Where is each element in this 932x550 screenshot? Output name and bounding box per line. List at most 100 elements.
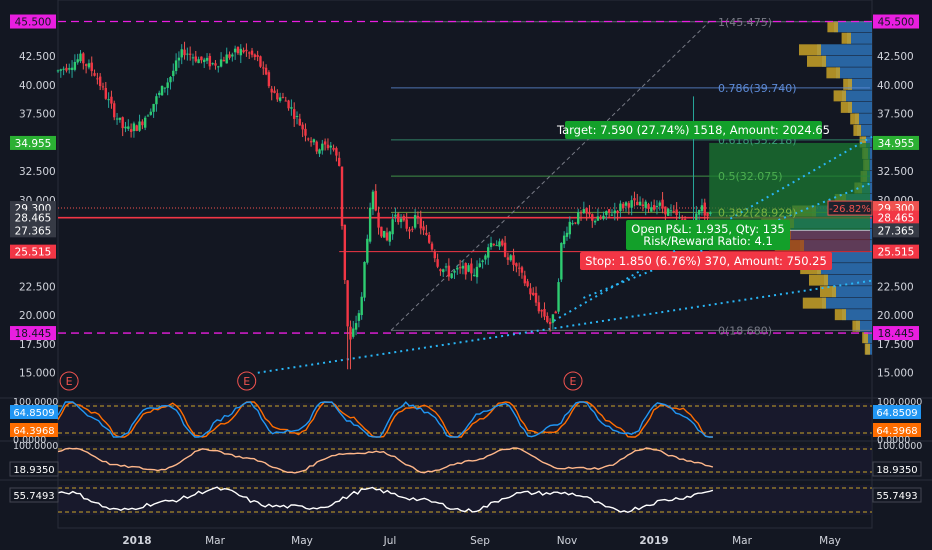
candle-body-186 [579, 212, 583, 214]
candle-body-232 [709, 212, 712, 214]
candle-body-101 [340, 166, 344, 227]
candle-body-81 [284, 100, 287, 102]
indicator-tag-label-3-0: 55.7493 [13, 491, 54, 502]
candle-body-196 [607, 209, 611, 213]
candle-body-145 [464, 263, 467, 275]
volume-profile-bar-26 [856, 320, 872, 332]
osc2-line [57, 447, 714, 474]
price-tick-1: 40.000 [877, 80, 914, 92]
candle-body-155 [492, 244, 496, 246]
candle-body-214 [658, 202, 661, 206]
candle-body-30 [141, 121, 144, 126]
candle-body-105 [352, 328, 355, 337]
target-label-text-0: Target: 7.590 (27.74%) 1518, Amount: 202… [556, 123, 830, 137]
candle-body-148 [472, 274, 476, 276]
candle-body-93 [318, 149, 321, 154]
indicator-tag-2-1 [872, 461, 922, 477]
indicator-tag-label-0-1: 64.8509 [876, 408, 917, 419]
candle-body-97 [329, 145, 332, 148]
candle-body-2 [62, 68, 65, 70]
time-tick-2: May [291, 535, 313, 547]
candle-body-36 [158, 92, 161, 95]
candle-body-27 [132, 123, 136, 132]
candle-body-54 [208, 56, 212, 67]
candle-body-42 [174, 60, 178, 71]
candle-body-22 [118, 117, 122, 120]
candle-body-156 [495, 245, 498, 247]
candle-body-39 [166, 82, 169, 88]
candle-body-162 [512, 255, 515, 265]
candle-body-231 [706, 212, 709, 217]
candle-body-45 [183, 49, 186, 56]
candle-body-89 [307, 138, 310, 140]
volume-profile-bar-up-6 [833, 90, 846, 102]
candle-body-190 [591, 214, 594, 221]
candle-body-168 [529, 288, 532, 295]
candle-body-18 [107, 99, 110, 101]
left-tag-3 [10, 210, 56, 225]
candle-body-124 [405, 219, 408, 229]
fib-level-label-5: 0(18.680) [718, 324, 772, 337]
indicator-tag-3-1 [872, 487, 922, 503]
price-tick-2: 37.500 [877, 109, 914, 121]
candle-body-220 [675, 209, 678, 216]
candle-body-38 [163, 87, 167, 89]
candle-body-72 [259, 56, 262, 67]
candle-body-29 [138, 121, 141, 131]
candle-body-166 [523, 275, 526, 284]
volume-profile-bar-up-26 [852, 320, 860, 332]
candle-body-85 [295, 115, 299, 117]
candle-body-106 [354, 323, 358, 330]
candle-body-62 [231, 54, 234, 57]
time-tick-8: May [819, 535, 841, 547]
candle-body-169 [532, 292, 535, 296]
candle-body-99 [335, 148, 338, 156]
time-tick-3: Jul [383, 535, 397, 547]
candle-body-73 [262, 67, 265, 69]
left-tag-label-6: 18.445 [15, 328, 52, 340]
target-label-box [565, 121, 822, 139]
left-tag-0 [10, 14, 56, 29]
candle-body-4 [68, 68, 71, 70]
left-price-tick-7: 17.500 [19, 339, 56, 351]
left-price-tick-0: 42.500 [19, 51, 56, 63]
candle-body-153 [487, 247, 490, 258]
candle-body-206 [636, 201, 639, 206]
volume-profile-bar-up-2 [799, 44, 821, 56]
candle-body-49 [194, 56, 197, 62]
earnings-marker-1 [237, 371, 257, 391]
candle-body-90 [309, 141, 313, 143]
candle-body-139 [447, 265, 451, 277]
candle-body-141 [453, 270, 456, 273]
volume-profile-bar-25 [842, 309, 872, 321]
candle-body-165 [520, 267, 524, 273]
candle-body-229 [700, 205, 704, 212]
candle-body-211 [650, 207, 653, 212]
candle-body-189 [588, 212, 591, 215]
candle-body-151 [481, 260, 484, 263]
candle-body-195 [605, 211, 608, 215]
candle-body-219 [672, 211, 676, 213]
left-tag-label-3: 28.465 [15, 213, 52, 225]
candle-body-61 [228, 54, 231, 58]
candle-body-213 [655, 206, 659, 208]
candle-body-35 [155, 96, 158, 105]
change-label-box [827, 200, 873, 216]
candle-body-10 [84, 64, 88, 66]
candle-body-0 [56, 70, 60, 72]
candle-body-221 [678, 217, 681, 219]
candle-body-150 [478, 263, 481, 268]
volume-profile-bar-9 [857, 124, 872, 136]
candle-body-121 [397, 213, 400, 223]
candle-body-6 [73, 61, 77, 70]
left-tag-label-4: 27.365 [15, 225, 52, 237]
candle-body-80 [281, 96, 285, 98]
candle-body-50 [197, 59, 200, 64]
candle-body-9 [82, 53, 85, 64]
volume-profile-bar-20 [810, 251, 872, 263]
candle-body-143 [458, 267, 462, 269]
candle-body-46 [186, 53, 189, 55]
indicator-tag-label-1-1: 64.3968 [876, 426, 917, 437]
candle-body-125 [408, 229, 411, 232]
stop-label-text-0: Stop: 1.850 (6.76%) 370, Amount: 750.25 [585, 254, 827, 268]
